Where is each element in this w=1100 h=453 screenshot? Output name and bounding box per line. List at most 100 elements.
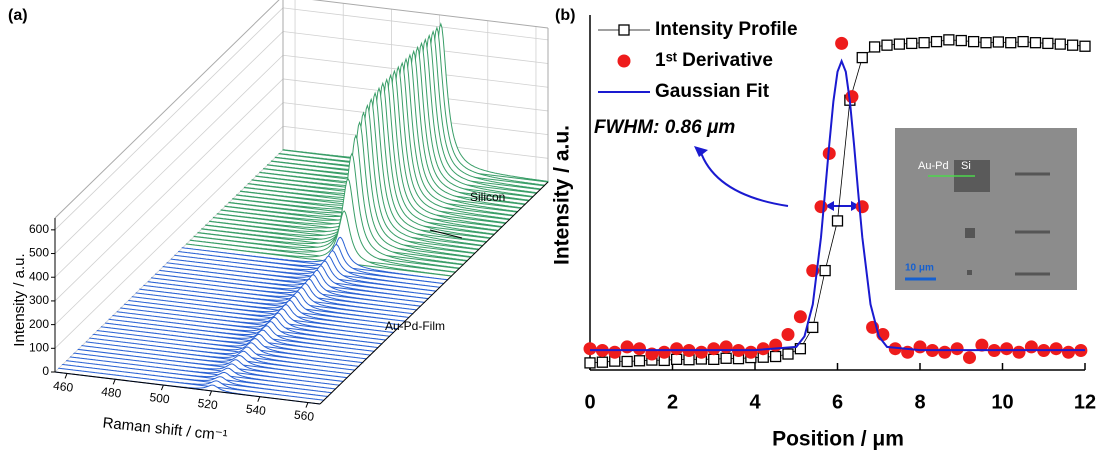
grid-line: [54, 54, 284, 278]
marker: [868, 41, 881, 53]
spectrum: [92, 333, 360, 367]
marker: [1042, 37, 1054, 50]
marker: [1012, 345, 1026, 359]
spectrum: [150, 277, 418, 311]
scale-label: 10 μm: [905, 263, 934, 274]
spectrum: [143, 284, 410, 319]
x-tick-label: 560: [293, 408, 315, 424]
legend-label: Gaussian Fit: [655, 81, 770, 102]
marker: [893, 38, 906, 50]
marker: [633, 355, 646, 367]
spectrum: [189, 177, 456, 273]
marker: [608, 345, 622, 359]
spectrum: [77, 348, 344, 382]
series-label: Silicon: [470, 190, 505, 204]
spectrum: [154, 273, 422, 307]
spectrum: [185, 210, 452, 277]
y-tick-label: 100: [29, 340, 49, 354]
y-axis-label: Intensity / a.u.: [551, 125, 574, 265]
marker: [963, 351, 976, 365]
spectrum: [162, 265, 429, 300]
inset-feature: [967, 270, 972, 275]
y-tick-label: 400: [29, 269, 49, 283]
spectrum: [181, 236, 449, 281]
spectrum: [69, 356, 337, 390]
spectrum: [170, 255, 437, 292]
spectrum: [174, 250, 441, 288]
x-tick-label: 6: [832, 391, 843, 413]
arrow-head: [694, 146, 708, 157]
x-axis-label: Position / μm: [772, 428, 904, 451]
depth-axis: [319, 181, 549, 405]
x-tick-label: 500: [149, 390, 171, 406]
x-tick-label: 10: [991, 391, 1013, 413]
marker: [1079, 40, 1091, 52]
marker: [835, 36, 849, 50]
marker: [744, 345, 758, 359]
spectrum: [85, 341, 351, 375]
spectrum: [177, 244, 445, 285]
marker: [955, 34, 967, 47]
y-tick-label: 0: [42, 364, 49, 378]
spectrum: [100, 326, 368, 360]
marker: [708, 353, 720, 366]
marker: [707, 342, 721, 356]
grid-line: [54, 7, 284, 231]
fwhm-arrow-heads: [825, 201, 860, 211]
spectrum: [138, 288, 406, 322]
spectrum: [128, 300, 395, 334]
x-tick-label: 460: [52, 378, 74, 394]
y-tick-label: 200: [29, 317, 49, 331]
legend-marker: [617, 54, 631, 68]
marker: [782, 348, 794, 360]
tick-mark: [209, 390, 213, 397]
inset-feature: [965, 228, 975, 238]
x-tick-label: 520: [197, 396, 219, 412]
y-tick-label: 300: [29, 293, 49, 307]
inset-label: Au-Pd: [918, 160, 949, 172]
marker: [819, 264, 831, 277]
marker: [583, 342, 597, 356]
tick-mark: [64, 373, 68, 379]
tick-mark: [112, 379, 116, 385]
marker: [1066, 39, 1079, 51]
spectrum: [112, 314, 379, 349]
grid-line: [54, 102, 284, 325]
spectrum: [131, 296, 398, 330]
spectrum: [116, 311, 383, 345]
marker: [913, 340, 927, 354]
marker: [1024, 340, 1038, 354]
marker: [980, 37, 992, 49]
x-tick-label: 0: [584, 391, 595, 413]
marker: [938, 345, 952, 359]
marker: [906, 37, 918, 50]
spectrum: [123, 303, 391, 337]
marker: [621, 355, 633, 368]
marker: [992, 36, 1005, 48]
marker: [1000, 342, 1014, 356]
grid-line: [54, 126, 284, 349]
annotation: FWHM: 0.86 μm: [594, 117, 735, 138]
x-tick-label: 540: [245, 402, 267, 418]
spectrum: [88, 337, 356, 371]
spectrum: [147, 281, 414, 315]
spectrum: [65, 360, 333, 394]
spectrum: [166, 260, 433, 296]
marker: [1054, 38, 1066, 50]
wall-edge: [54, 0, 280, 219]
legend-label: Intensity Profile: [655, 19, 798, 40]
marker: [930, 35, 943, 48]
spectrum: [61, 363, 329, 398]
marker: [881, 39, 893, 51]
grid-line: [282, 7, 549, 41]
spectrum: [197, 134, 464, 266]
marker: [1005, 37, 1017, 49]
legend-label: 1ˢᵗ Derivative: [655, 50, 773, 71]
y-axis-label: Intensity / a.u.: [11, 253, 28, 346]
marker: [855, 200, 869, 214]
panel-a: (a) Intensity / a.u. Raman shift / cm⁻¹ …: [8, 0, 549, 444]
marker: [596, 356, 609, 368]
marker: [769, 350, 782, 363]
inset-image: [895, 128, 1077, 290]
